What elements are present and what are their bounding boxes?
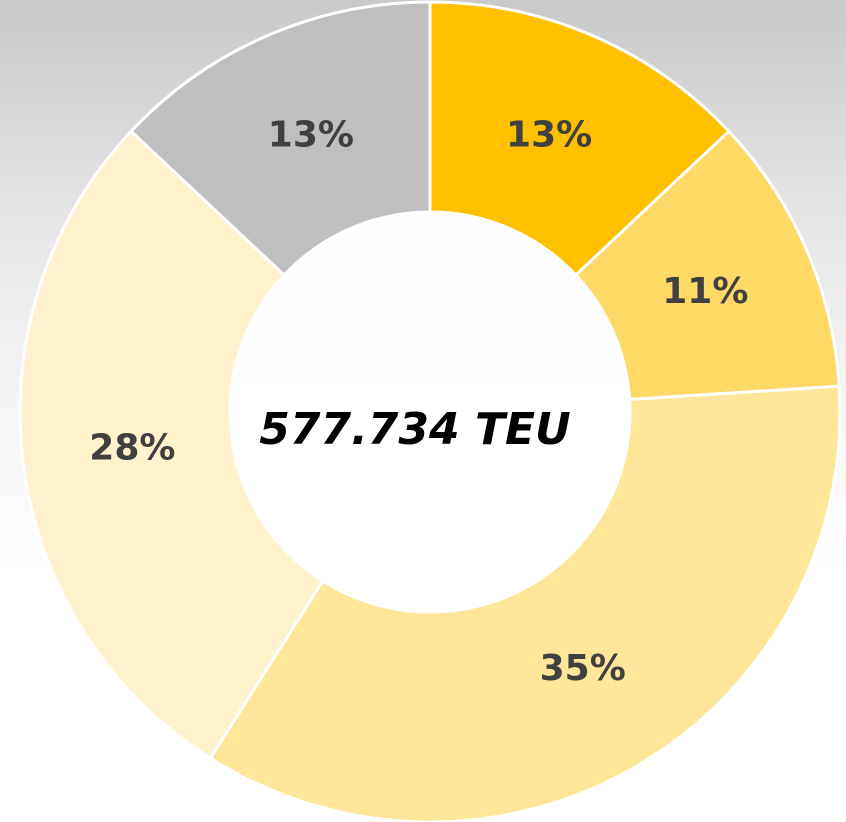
slice-label: 13% <box>506 115 592 156</box>
slices <box>18 0 842 822</box>
donut-hole <box>230 212 630 612</box>
center-label: 577.734 TEU <box>259 404 571 455</box>
slice-label: 13% <box>268 115 354 156</box>
slice-label: 11% <box>662 271 748 312</box>
slice-label: 35% <box>540 648 626 689</box>
slice-label: 28% <box>89 428 175 469</box>
